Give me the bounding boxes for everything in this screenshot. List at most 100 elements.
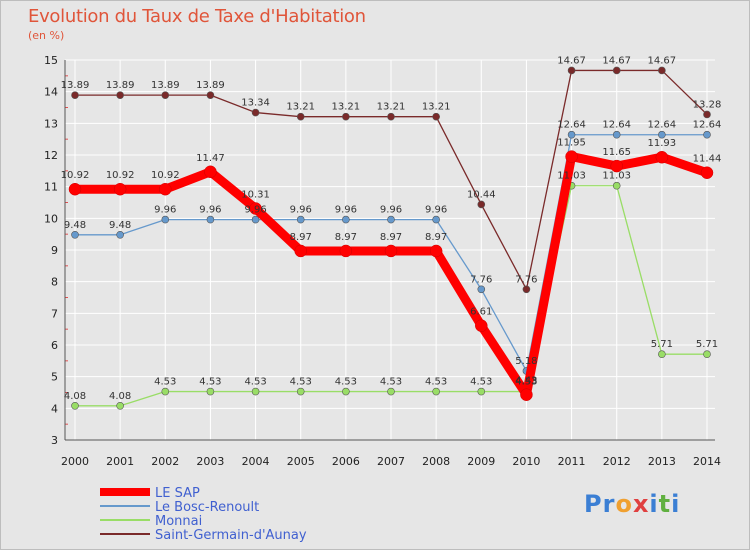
data-point: [520, 388, 533, 401]
data-label: 13.89: [151, 80, 180, 91]
data-label: 11.95: [557, 138, 586, 149]
data-label: 4.53: [154, 377, 176, 388]
data-point: [206, 215, 215, 224]
x-tick-label: 2008: [422, 455, 450, 468]
data-label: 13.89: [61, 80, 90, 91]
x-tick-label: 2013: [648, 455, 676, 468]
data-label: 9.96: [154, 205, 176, 216]
data-point: [387, 387, 395, 396]
y-tick-label: 10: [44, 212, 58, 225]
data-label: 4.53: [425, 377, 447, 388]
x-tick-label: 2014: [693, 455, 721, 468]
data-point: [339, 244, 353, 258]
data-point: [612, 66, 621, 75]
data-point: [161, 215, 170, 224]
data-point: [658, 130, 666, 139]
data-point: [475, 319, 488, 332]
data-point: [703, 110, 711, 119]
data-point: [113, 182, 127, 196]
data-point: [432, 387, 440, 396]
data-label: 9.96: [380, 205, 402, 216]
data-point: [342, 387, 350, 396]
data-label: 6.61: [470, 307, 492, 318]
data-label: 10.44: [467, 189, 496, 200]
data-label: 4.53: [515, 377, 537, 388]
data-label: 4.53: [380, 377, 402, 388]
x-tick-label: 2005: [287, 455, 315, 468]
legend-label: Le Bosc-Renoult: [155, 500, 259, 515]
x-tick-label: 2004: [242, 455, 270, 468]
logo-letter: r: [602, 490, 616, 518]
y-tick-label: 6: [51, 339, 58, 352]
legend-label: LE SAP: [155, 486, 200, 501]
data-label: 8.97: [335, 232, 357, 243]
x-tick-label: 2000: [61, 455, 89, 468]
data-label: 13.89: [106, 80, 135, 91]
data-point: [658, 350, 666, 358]
logo-letter: t: [658, 490, 672, 518]
y-tick-label: 13: [44, 117, 58, 130]
data-point: [342, 112, 350, 121]
chart-unit-label: (en %): [28, 29, 65, 42]
x-tick-label: 2002: [151, 455, 179, 468]
data-point: [204, 165, 217, 179]
data-point: [71, 91, 79, 99]
data-label: 13.21: [286, 102, 315, 113]
legend-label: Saint-Germain-d'Aunay: [155, 528, 307, 543]
y-tick-label: 3: [51, 434, 58, 447]
data-label: 10.92: [61, 170, 90, 181]
data-label: 5.71: [696, 339, 718, 350]
data-label: 4.53: [290, 377, 312, 388]
data-point: [429, 244, 443, 258]
data-label: 9.96: [425, 205, 447, 216]
data-label: 8.97: [425, 232, 447, 243]
y-tick-label: 5: [51, 371, 58, 384]
data-label: 9.96: [244, 205, 266, 216]
y-tick-label: 9: [51, 244, 58, 257]
data-label: 13.89: [196, 80, 225, 91]
data-label: 13.34: [241, 98, 270, 109]
data-label: 7.76: [515, 274, 537, 285]
data-point: [612, 181, 621, 190]
data-label: 4.53: [470, 377, 492, 388]
data-label: 5.71: [651, 339, 673, 350]
data-label: 9.48: [109, 220, 131, 231]
data-point: [71, 401, 79, 410]
data-point: [249, 202, 262, 215]
data-point: [432, 215, 440, 224]
data-label: 12.64: [602, 120, 631, 131]
data-point: [567, 66, 576, 75]
data-label: 8.97: [380, 232, 402, 243]
data-label: 4.53: [199, 377, 221, 388]
logo-letter: i: [649, 490, 659, 518]
x-tick-label: 2010: [512, 455, 540, 468]
data-label: 12.64: [557, 120, 586, 131]
data-label: 13.28: [693, 99, 722, 110]
x-tick-label: 2001: [106, 455, 134, 468]
data-label: 8.97: [290, 232, 312, 243]
data-label: 13.21: [422, 102, 451, 113]
data-label: 11.44: [693, 154, 722, 165]
x-tick-label: 2009: [467, 455, 495, 468]
data-label: 4.43: [515, 376, 537, 387]
logo-letter: x: [632, 490, 650, 518]
data-label: 4.08: [64, 391, 86, 402]
data-point: [567, 130, 576, 139]
data-point: [477, 200, 486, 209]
data-label: 13.21: [332, 102, 361, 113]
x-tick-label: 2011: [558, 455, 586, 468]
data-label: 4.53: [335, 377, 357, 388]
data-point: [387, 112, 395, 121]
y-tick-label: 4: [51, 402, 58, 415]
chart-data-labels: 13.89 13.89 13.89 13.89 13.34 13.21 13.21 13.21…: [61, 55, 722, 401]
data-point: [206, 387, 215, 396]
data-label: 4.08: [109, 391, 131, 402]
data-label: 10.31: [241, 190, 270, 201]
data-point: [161, 387, 170, 396]
x-tick-label: 2012: [603, 455, 631, 468]
y-tick-label: 12: [44, 149, 58, 162]
data-point: [612, 130, 621, 139]
data-point: [68, 182, 82, 196]
data-label: 9.96: [335, 205, 357, 216]
